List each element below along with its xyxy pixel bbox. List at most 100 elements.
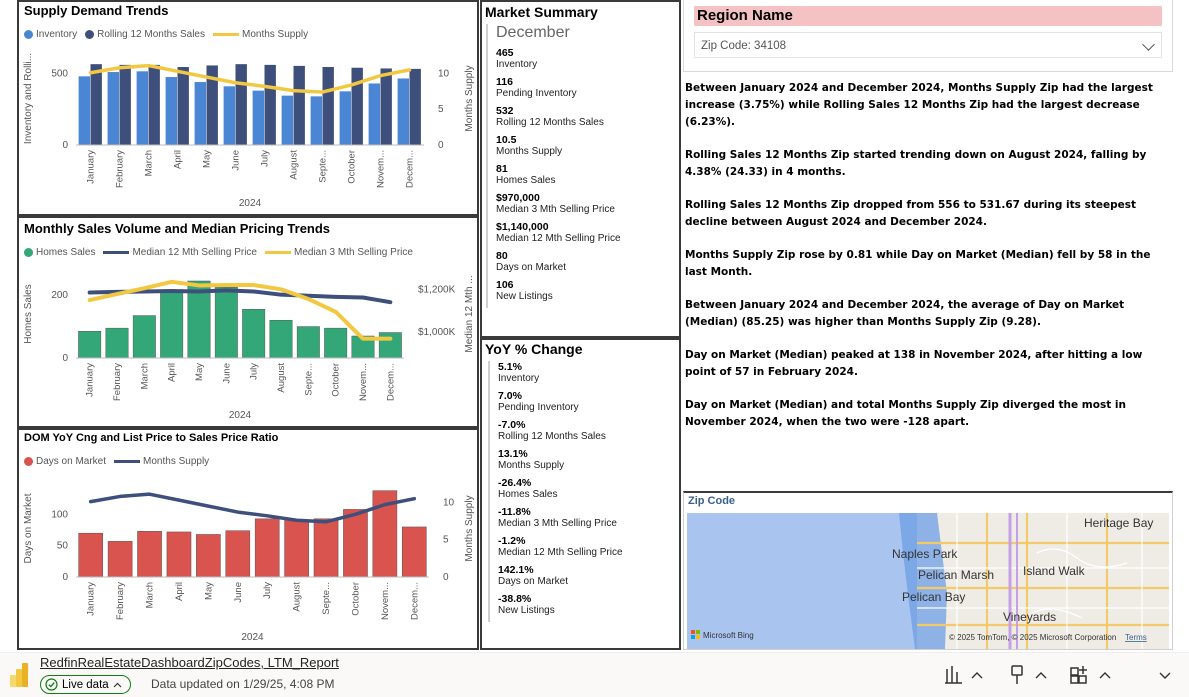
chevron-up-icon[interactable] (970, 663, 984, 687)
visualizations-icon[interactable] (942, 663, 966, 687)
bar[interactable] (235, 64, 247, 145)
kpi-card: -7.0% Rolling 12 Months Sales (498, 419, 623, 442)
legend-item[interactable]: Days on Market (24, 456, 106, 467)
kpi-card: 5.1% Inventory (498, 361, 623, 384)
format-brush-icon[interactable] (1006, 663, 1030, 687)
chevron-up-icon[interactable] (1034, 663, 1048, 687)
series-line[interactable] (87, 279, 393, 341)
kpi-label: Median 3 Mth Selling Price (498, 518, 617, 529)
series-line[interactable] (88, 63, 412, 94)
kpi-label: Days on Market (496, 262, 567, 273)
kpi-value: -11.8% (498, 506, 531, 518)
bar[interactable] (90, 64, 102, 145)
legend-item[interactable]: Months Supply (114, 456, 209, 467)
bar[interactable] (313, 518, 339, 578)
bar[interactable] (343, 509, 368, 578)
legend-swatch (114, 460, 141, 463)
data-updated-text: Data updated on 1/29/25, 4:08 PM (151, 677, 335, 691)
kpi-value: $1,140,000 (496, 221, 549, 233)
bar[interactable] (284, 519, 309, 578)
chevron-up-icon[interactable] (1098, 663, 1112, 687)
bar[interactable] (225, 530, 251, 578)
bar[interactable] (137, 531, 162, 578)
bar[interactable] (242, 309, 266, 359)
bar[interactable] (136, 71, 148, 145)
kpi-label: Inventory (498, 373, 540, 384)
kpi-card: 142.1% Days on Market (498, 564, 623, 587)
series-line[interactable] (87, 288, 393, 305)
bar[interactable] (380, 68, 392, 145)
bar[interactable] (401, 526, 427, 578)
bar[interactable] (119, 64, 131, 145)
dom-chart[interactable]: 0 50 100 0 5 10 Days on Market Months Supply Jan… (19, 468, 477, 648)
bar[interactable] (254, 518, 280, 578)
bar[interactable] (165, 77, 177, 145)
bar[interactable] (324, 327, 348, 359)
x-tick-label: Novem... (380, 582, 391, 620)
region-filter-panel: Region Name Zip Code: 34108 (683, 0, 1173, 72)
bar[interactable] (223, 86, 235, 145)
legend-item[interactable]: Rolling 12 Months Sales (85, 29, 205, 40)
x-tick-label: February (112, 363, 123, 401)
bar[interactable] (310, 96, 322, 145)
bar[interactable] (166, 531, 192, 578)
bar[interactable] (397, 78, 409, 145)
bar[interactable] (177, 67, 189, 145)
bar[interactable] (78, 76, 90, 145)
bar[interactable] (132, 315, 156, 359)
bar[interactable] (293, 65, 305, 145)
bar[interactable] (252, 90, 264, 145)
bar[interactable] (196, 534, 221, 578)
bar[interactable] (322, 67, 334, 145)
legend-item[interactable]: Months Supply (212, 29, 308, 40)
bar[interactable] (409, 68, 421, 145)
map-provider: Microsoft Bing (703, 631, 754, 640)
bar[interactable] (105, 327, 129, 359)
map-canvas[interactable]: Heritage Bay Naples Park Pelican Marsh I… (687, 513, 1169, 649)
bar[interactable] (194, 82, 206, 145)
legend-label: Months Supply (143, 456, 210, 467)
supply-demand-chart[interactable]: 0 500 0 5 10 Inventory and Rolli... Months Sup… (19, 40, 477, 215)
bar[interactable] (78, 532, 104, 578)
live-data-button[interactable]: Live data (40, 675, 131, 694)
bar[interactable] (78, 331, 102, 359)
zip-code-dropdown[interactable]: Zip Code: 34108 (694, 32, 1162, 58)
series-line[interactable] (88, 492, 417, 524)
chevron-down-icon[interactable] (1158, 663, 1172, 687)
kpi-label: Median 12 Mth Selling Price (498, 547, 623, 558)
legend-item[interactable]: Median 12 Mth Selling Price (103, 247, 257, 258)
bar[interactable] (378, 332, 402, 359)
report-name-link[interactable]: RedfinRealEstateDashboardZipCodes, LTM_R… (40, 655, 339, 670)
bar[interactable] (281, 95, 293, 145)
x-tick-label: August (292, 582, 303, 612)
x-tick-label: Decem... (405, 150, 416, 188)
legend-swatch (24, 457, 33, 466)
bar[interactable] (296, 326, 320, 359)
x-tick-label: April (174, 582, 185, 601)
kpi-label: Inventory (496, 59, 538, 70)
kpi-label: Months Supply (498, 460, 565, 471)
add-visual-icon[interactable] (1068, 663, 1092, 687)
x-axis-label: 2024 (239, 198, 262, 209)
legend-item[interactable]: Homes Sales (24, 247, 95, 258)
legend-swatch (24, 30, 33, 39)
kpi-card: 7.0% Pending Inventory (498, 390, 623, 413)
bar[interactable] (269, 320, 293, 359)
bar[interactable] (206, 65, 218, 145)
map-terms-link[interactable]: Terms (1125, 633, 1147, 642)
kpi-label: Pending Inventory (498, 402, 579, 413)
bar[interactable] (214, 287, 238, 359)
bar[interactable] (368, 83, 380, 145)
bar[interactable] (160, 290, 184, 359)
bar[interactable] (107, 72, 119, 145)
bar[interactable] (264, 64, 276, 145)
bar[interactable] (148, 64, 160, 145)
microsoft-logo-icon (691, 630, 700, 639)
insight-text: Day on Market (Median) and total Months … (685, 399, 1126, 428)
legend-item[interactable]: Median 3 Mth Selling Price (264, 247, 413, 258)
bar[interactable] (107, 541, 133, 578)
bar[interactable] (339, 91, 351, 145)
bar[interactable] (351, 67, 363, 145)
legend-item[interactable]: Inventory (24, 29, 77, 40)
sales-volume-chart[interactable]: 0 200 $1,000K $1,200K Homes Sales Median 12 M… (19, 258, 477, 426)
